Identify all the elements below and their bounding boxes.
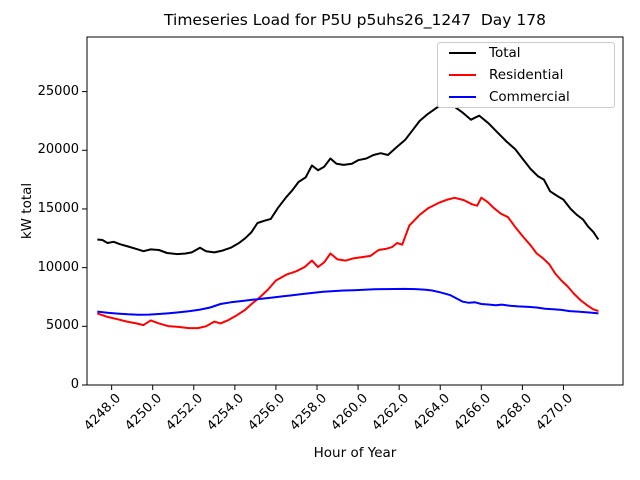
y-tick-label: 15000 xyxy=(37,200,79,216)
residential-line-swatch xyxy=(449,74,476,76)
legend: Total Residential Commercial xyxy=(437,42,615,108)
legend-label: Total xyxy=(489,45,521,61)
legend-label: Commercial xyxy=(489,89,570,105)
chart-title: Timeseries Load for P5U p5uhs26_1247 Day… xyxy=(164,11,546,29)
y-tick-label: 25000 xyxy=(37,83,79,99)
y-tick-label: 0 xyxy=(70,377,79,392)
legend-label: Residential xyxy=(489,67,564,83)
y-tick-label: 10000 xyxy=(37,259,79,275)
total-line-swatch xyxy=(449,52,476,54)
y-axis-label: kW total xyxy=(19,182,35,240)
series-line-residential xyxy=(96,196,599,330)
y-tick-label: 20000 xyxy=(37,142,79,158)
legend-entry-total: Total xyxy=(438,44,614,62)
x-axis-label: Hour of Year xyxy=(313,445,397,461)
series-line-commercial xyxy=(97,287,599,316)
series-line-total xyxy=(97,103,600,256)
axes-frame xyxy=(86,36,624,386)
legend-entry-residential: Residential xyxy=(438,66,614,84)
y-tick-label: 5000 xyxy=(45,318,79,334)
legend-entry-commercial: Commercial xyxy=(438,88,614,106)
commercial-line-swatch xyxy=(449,96,476,98)
